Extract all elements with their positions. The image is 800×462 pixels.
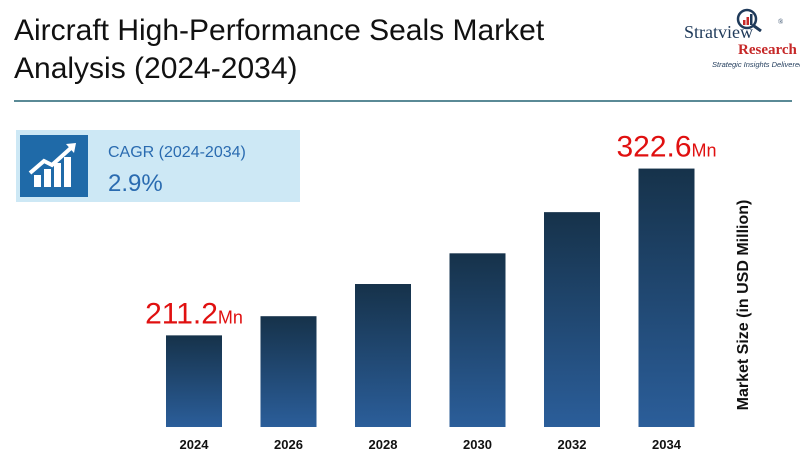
stratview-logo: Stratview ® Research Strategic Insights … <box>668 4 800 74</box>
bar-2026 <box>260 316 317 427</box>
bar-2034 <box>638 168 695 428</box>
title-line-2: Analysis (2024-2034) <box>14 52 298 85</box>
x-tick-label: 2032 <box>558 437 587 452</box>
magnifier-growth-icon <box>736 8 762 32</box>
logo-registered-mark: ® <box>778 18 784 26</box>
bar-2030 <box>449 253 506 427</box>
x-tick-label: 2024 <box>180 437 210 452</box>
growth-chart-icon <box>20 135 88 197</box>
title-line-1: Aircraft High-Performance Seals Market <box>14 14 545 47</box>
data-callout-2034: 322.6Mn <box>616 131 716 164</box>
data-callout-2024: 211.2Mn <box>145 297 243 330</box>
bar-2028 <box>355 284 411 427</box>
x-tick-label: 2026 <box>274 437 303 452</box>
cagr-label: CAGR (2024-2034) <box>108 144 246 161</box>
bar-2032 <box>544 212 600 427</box>
cagr-box: CAGR (2024-2034) 2.9% <box>16 130 300 202</box>
y-axis-label: Market Size (in USD Million) <box>735 199 752 411</box>
title-divider <box>14 100 792 102</box>
bar-2024 <box>166 335 222 427</box>
logo-name-bottom: Research <box>738 42 797 58</box>
x-tick-label: 2034 <box>652 437 682 452</box>
logo-name-top: Stratview <box>684 22 753 42</box>
x-tick-label: 2028 <box>369 437 398 452</box>
page-title: Aircraft High-Performance Seals Market A… <box>14 12 544 88</box>
logo-tagline: Strategic Insights Delivered <box>712 60 800 69</box>
x-tick-label: 2030 <box>463 437 492 452</box>
cagr-value: 2.9% <box>108 170 163 197</box>
